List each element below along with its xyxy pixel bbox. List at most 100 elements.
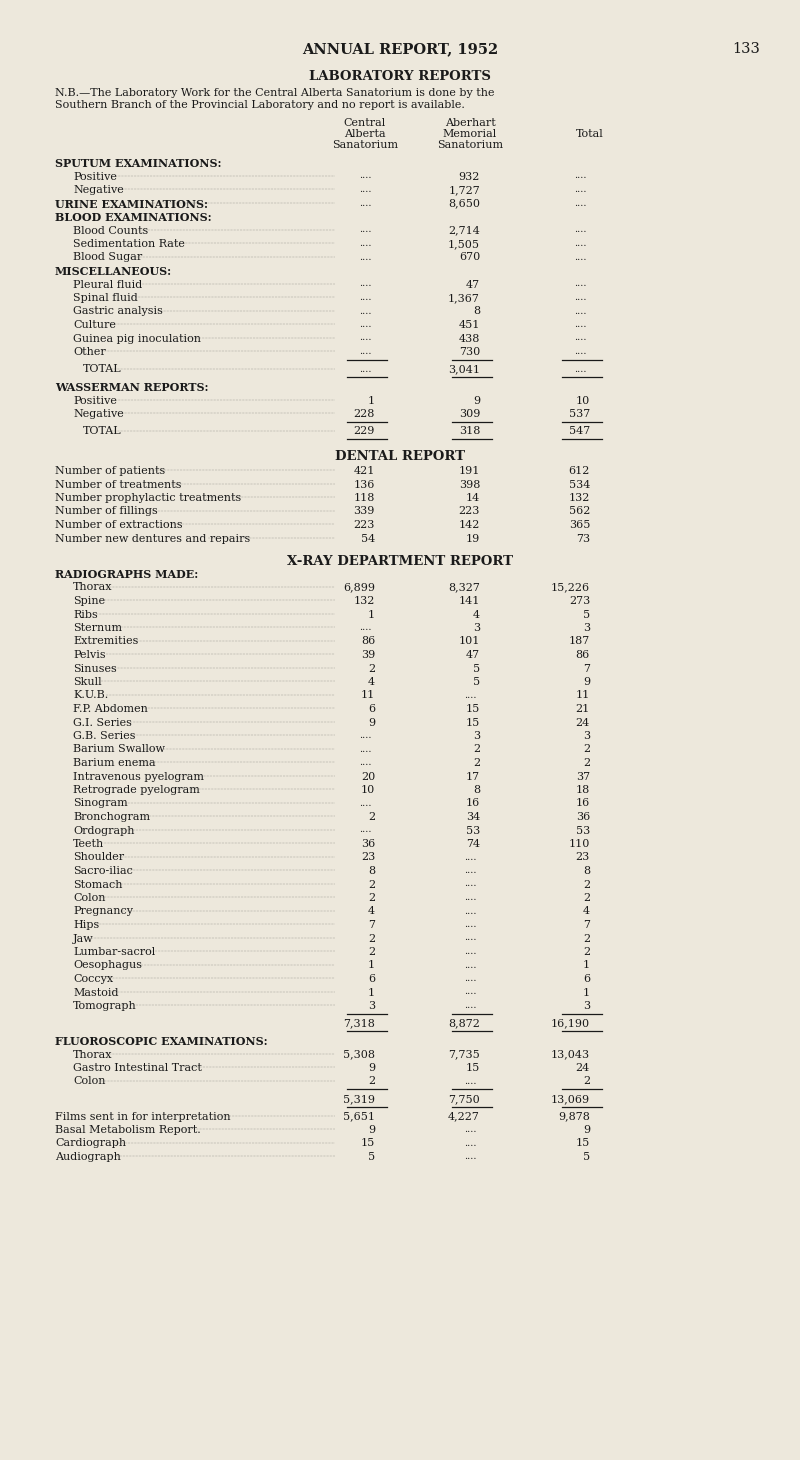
Text: 73: 73	[576, 533, 590, 543]
Text: ....: ....	[574, 365, 586, 374]
Text: 101: 101	[458, 637, 480, 647]
Text: Blood Counts: Blood Counts	[73, 225, 148, 235]
Text: 2: 2	[368, 879, 375, 889]
Text: 1: 1	[368, 987, 375, 997]
Text: 9: 9	[583, 1126, 590, 1134]
Text: Spinal fluid: Spinal fluid	[73, 293, 138, 304]
Text: ....: ....	[464, 853, 476, 861]
Text: Mastoid: Mastoid	[73, 987, 118, 997]
Text: 14: 14	[466, 493, 480, 504]
Text: 54: 54	[361, 533, 375, 543]
Text: Culture: Culture	[73, 320, 116, 330]
Text: Extremities: Extremities	[73, 637, 138, 647]
Text: Sacro-iliac: Sacro-iliac	[73, 866, 133, 876]
Text: 273: 273	[569, 596, 590, 606]
Text: ....: ....	[358, 623, 371, 632]
Text: 9: 9	[368, 1126, 375, 1134]
Text: 10: 10	[576, 396, 590, 406]
Text: 2: 2	[368, 948, 375, 956]
Text: Pleural fluid: Pleural fluid	[73, 279, 142, 289]
Text: 2: 2	[583, 758, 590, 768]
Text: 9: 9	[583, 677, 590, 688]
Text: Stomach: Stomach	[73, 879, 122, 889]
Text: 2: 2	[368, 812, 375, 822]
Text: ....: ....	[358, 347, 371, 356]
Text: Number of patients: Number of patients	[55, 466, 166, 476]
Text: Thorax: Thorax	[73, 1050, 113, 1060]
Text: ....: ....	[574, 333, 586, 343]
Text: ....: ....	[358, 365, 371, 374]
Text: ....: ....	[358, 758, 371, 766]
Text: 7,735: 7,735	[448, 1050, 480, 1060]
Text: 2,714: 2,714	[448, 225, 480, 235]
Text: 136: 136	[354, 479, 375, 489]
Text: Bronchogram: Bronchogram	[73, 812, 150, 822]
Text: 309: 309	[458, 409, 480, 419]
Text: 118: 118	[354, 493, 375, 504]
Text: Cardiograph: Cardiograph	[55, 1139, 126, 1149]
Text: Other: Other	[73, 347, 106, 358]
Text: 438: 438	[458, 333, 480, 343]
Text: ....: ....	[358, 293, 371, 302]
Text: 86: 86	[361, 637, 375, 647]
Text: 24: 24	[576, 1063, 590, 1073]
Text: N.B.—The Laboratory Work for the Central Alberta Sanatorium is done by the: N.B.—The Laboratory Work for the Central…	[55, 88, 494, 98]
Text: 339: 339	[354, 507, 375, 517]
Text: Total: Total	[576, 128, 604, 139]
Text: Retrograde pyelogram: Retrograde pyelogram	[73, 785, 200, 796]
Text: 3: 3	[473, 623, 480, 634]
Text: Audiograph: Audiograph	[55, 1152, 121, 1162]
Text: 365: 365	[569, 520, 590, 530]
Text: 451: 451	[458, 320, 480, 330]
Text: 6: 6	[583, 974, 590, 984]
Text: Pelvis: Pelvis	[73, 650, 106, 660]
Text: 19: 19	[466, 533, 480, 543]
Text: ....: ....	[574, 279, 586, 289]
Text: Central: Central	[344, 118, 386, 128]
Text: 86: 86	[576, 650, 590, 660]
Text: 8: 8	[473, 785, 480, 796]
Text: Skull: Skull	[73, 677, 102, 688]
Text: MISCELLANEOUS:: MISCELLANEOUS:	[55, 266, 172, 277]
Text: ....: ....	[358, 185, 371, 194]
Text: 4: 4	[368, 677, 375, 688]
Text: 8: 8	[473, 307, 480, 317]
Text: Number of extractions: Number of extractions	[55, 520, 182, 530]
Text: 7,750: 7,750	[448, 1094, 480, 1104]
Text: BLOOD EXAMINATIONS:: BLOOD EXAMINATIONS:	[55, 212, 212, 223]
Text: 730: 730	[458, 347, 480, 358]
Text: Number of fillings: Number of fillings	[55, 507, 158, 517]
Text: 3: 3	[583, 1002, 590, 1010]
Text: 15: 15	[576, 1139, 590, 1149]
Text: Pregnancy: Pregnancy	[73, 907, 133, 917]
Text: 537: 537	[569, 409, 590, 419]
Text: Positive: Positive	[73, 396, 117, 406]
Text: RADIOGRAPHS MADE:: RADIOGRAPHS MADE:	[55, 569, 198, 580]
Text: ....: ....	[464, 987, 476, 997]
Text: 15: 15	[466, 1063, 480, 1073]
Text: ....: ....	[358, 239, 371, 248]
Text: 187: 187	[569, 637, 590, 647]
Text: LABORATORY REPORTS: LABORATORY REPORTS	[309, 70, 491, 83]
Text: 15,226: 15,226	[551, 583, 590, 593]
Text: Basal Metabolism Report.: Basal Metabolism Report.	[55, 1126, 201, 1134]
Text: 16: 16	[466, 799, 480, 809]
Text: 1: 1	[368, 961, 375, 971]
Text: 11: 11	[361, 691, 375, 701]
Text: 8,327: 8,327	[448, 583, 480, 593]
Text: 9: 9	[368, 1063, 375, 1073]
Text: Hips: Hips	[73, 920, 99, 930]
Text: 53: 53	[466, 825, 480, 835]
Text: 1,367: 1,367	[448, 293, 480, 304]
Text: 13,043: 13,043	[551, 1050, 590, 1060]
Text: 398: 398	[458, 479, 480, 489]
Text: Films sent in for interpretation: Films sent in for interpretation	[55, 1111, 230, 1121]
Text: 1: 1	[368, 609, 375, 619]
Text: Ribs: Ribs	[73, 609, 98, 619]
Text: 7,318: 7,318	[343, 1019, 375, 1028]
Text: ....: ....	[358, 825, 371, 835]
Text: 229: 229	[354, 426, 375, 437]
Text: ....: ....	[358, 279, 371, 289]
Text: 53: 53	[576, 825, 590, 835]
Text: Lumbar-sacrol: Lumbar-sacrol	[73, 948, 155, 956]
